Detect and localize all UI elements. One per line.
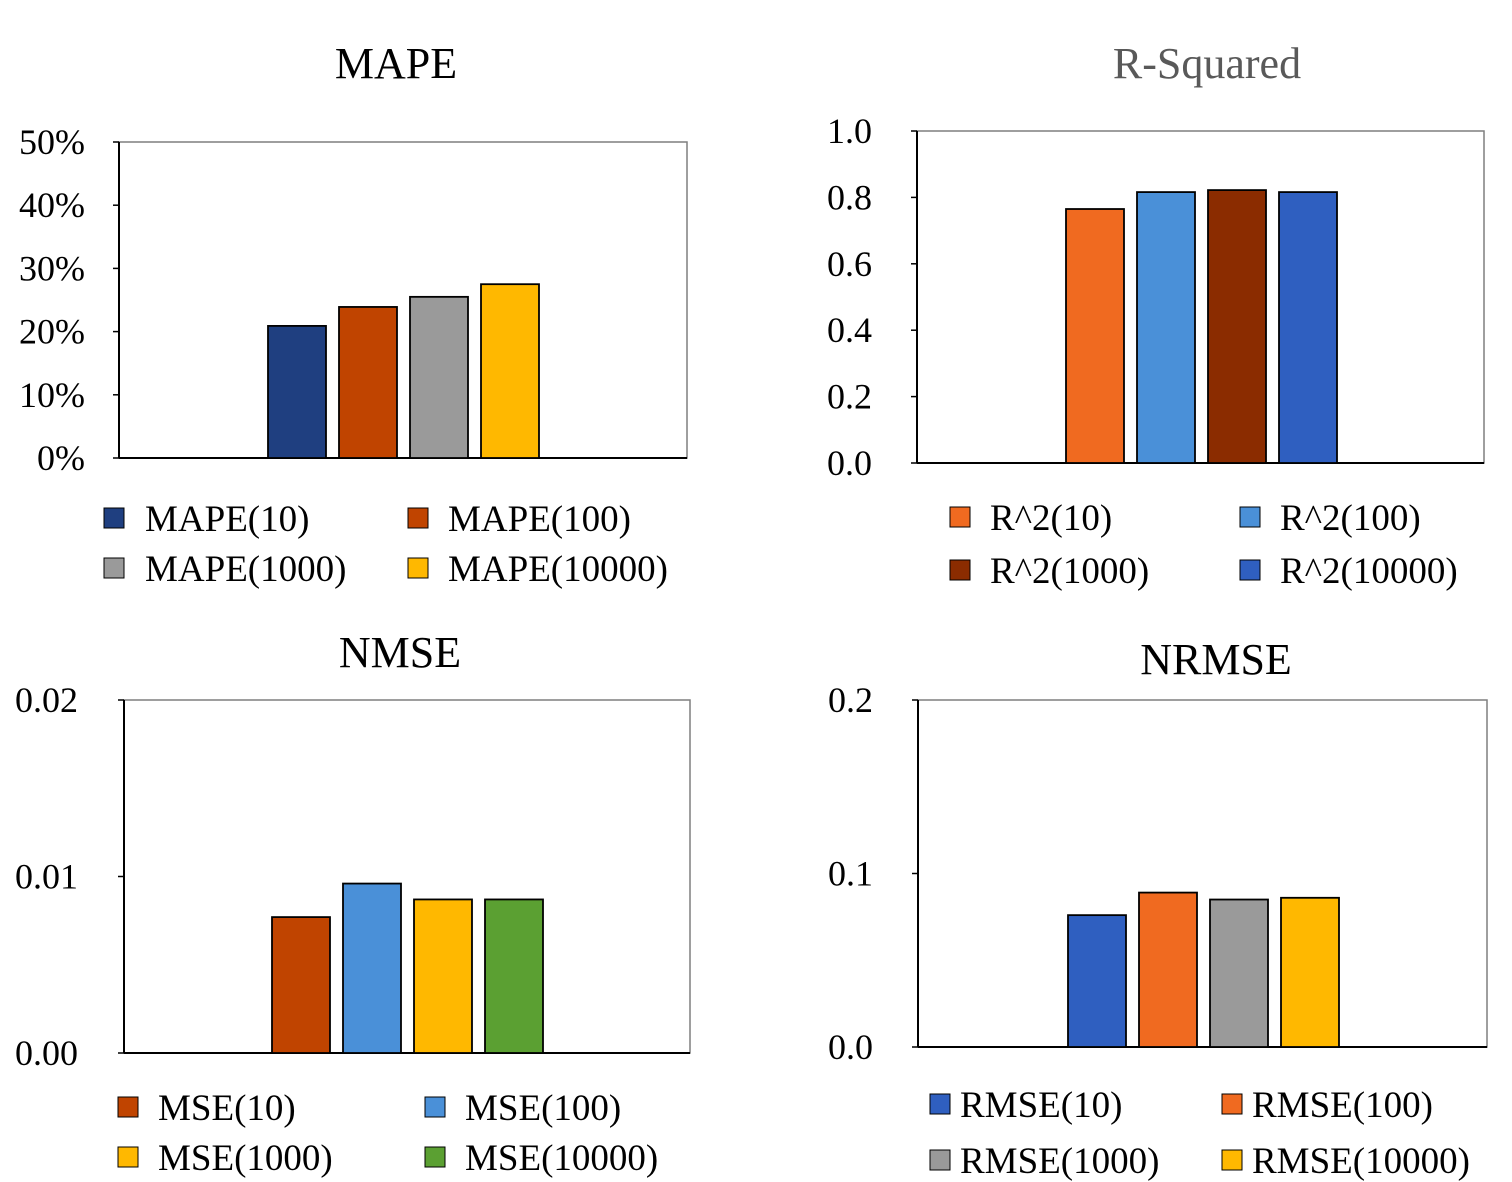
legend-label: MSE(100) — [465, 1088, 621, 1129]
legend-label: R^2(10000) — [1280, 551, 1458, 592]
y-tick-label: 0.0 — [828, 1027, 873, 1067]
y-tick-label: 10% — [19, 375, 85, 415]
y-tick-label: 0.6 — [827, 244, 872, 284]
bar-MSE(10) — [271, 916, 331, 1054]
legend-label: MAPE(10) — [145, 499, 309, 540]
legend-label: RMSE(100) — [1252, 1085, 1433, 1126]
legend-swatch — [424, 1096, 446, 1118]
legend-swatch — [949, 559, 971, 581]
legend-swatch — [424, 1146, 446, 1168]
y-tick-label: 1.0 — [827, 111, 872, 151]
bar-MAPE(1000) — [409, 295, 469, 459]
plot-area — [917, 699, 1488, 1048]
legend-label: R^2(100) — [1280, 498, 1421, 539]
bar-RMSE(100) — [1138, 891, 1198, 1048]
legend-label: R^2(1000) — [990, 551, 1149, 592]
legend-label: MAPE(10000) — [448, 549, 668, 590]
chart-panel-3: NRMSE 0.0 0.1 0.2 RMSE(10) RMSE(100) RMSE(1000… — [828, 635, 1488, 1182]
y-tick-label: 0.0 — [827, 443, 872, 483]
bar-RMSE(10000) — [1280, 896, 1340, 1048]
bar-R^2(1000) — [1207, 189, 1267, 464]
bar-R^2(10000) — [1278, 191, 1338, 464]
legend-swatch — [117, 1096, 139, 1118]
y-tick-label: 0.2 — [827, 377, 872, 417]
y-tick-label: 0.00 — [15, 1033, 78, 1073]
legend-swatch — [117, 1146, 139, 1168]
chart-title: NMSE — [339, 628, 461, 677]
chart-panel-0: MAPE 0% 10% 20% 30% 40% 50% MAPE(10) MAPE(100) MA… — [19, 39, 688, 590]
y-tick-label: 30% — [19, 248, 85, 288]
legend-label: MSE(1000) — [158, 1138, 333, 1179]
y-tick-label: 0.01 — [15, 857, 78, 897]
bar-MAPE(100) — [338, 306, 398, 459]
legend-swatch — [407, 507, 429, 529]
legend-swatch — [929, 1093, 951, 1115]
bar-MAPE(10) — [267, 325, 327, 459]
legend-label: MAPE(1000) — [145, 549, 346, 590]
chart-title: R-Squared — [1113, 39, 1301, 88]
legend-swatch — [949, 506, 971, 528]
legend-swatch — [1221, 1093, 1243, 1115]
legend-swatch — [929, 1149, 951, 1171]
y-tick-label: 0.02 — [15, 680, 78, 720]
chart-title: NRMSE — [1140, 635, 1292, 684]
bar-MSE(10000) — [484, 898, 544, 1054]
bar-R^2(100) — [1136, 191, 1196, 464]
y-tick-label: 20% — [19, 312, 85, 352]
bar-RMSE(1000) — [1209, 898, 1269, 1048]
legend-label: RMSE(10000) — [1252, 1141, 1470, 1182]
y-tick-label: 0% — [37, 438, 85, 478]
bar-MSE(1000) — [413, 898, 473, 1054]
legend-swatch — [103, 557, 125, 579]
plot-area — [118, 141, 688, 459]
bar-MSE(100) — [342, 882, 402, 1054]
legend-label: R^2(10) — [990, 498, 1112, 539]
legend-label: RMSE(1000) — [960, 1141, 1159, 1182]
legend-swatch — [1239, 559, 1261, 581]
y-tick-label: 0.1 — [828, 854, 873, 894]
chart-title: MAPE — [335, 39, 457, 88]
bar-R^2(10) — [1065, 208, 1125, 464]
y-tick-label: 40% — [19, 185, 85, 225]
plot-area — [123, 699, 691, 1054]
legend-label: MSE(10000) — [465, 1138, 658, 1179]
legend-swatch — [103, 507, 125, 529]
y-tick-label: 0.2 — [828, 680, 873, 720]
y-tick-label: 0.4 — [827, 310, 872, 350]
legend-swatch — [1221, 1149, 1243, 1171]
chart-panel-1: R-Squared 0.0 0.2 0.4 0.6 0.8 1.0 R^2(10) R^2(10… — [827, 39, 1485, 592]
y-tick-label: 50% — [19, 122, 85, 162]
legend-label: MAPE(100) — [448, 499, 631, 540]
legend-label: MSE(10) — [158, 1088, 296, 1129]
y-tick-label: 0.8 — [827, 177, 872, 217]
bar-RMSE(10) — [1067, 914, 1127, 1048]
plot-area — [916, 130, 1485, 464]
legend-swatch — [407, 557, 429, 579]
bar-MAPE(10000) — [480, 283, 540, 459]
chart-panel-2: NMSE 0.00 0.01 0.02 MSE(10) MSE(100) MSE(1000)… — [15, 628, 691, 1179]
legend-swatch — [1239, 506, 1261, 528]
legend-label: RMSE(10) — [960, 1085, 1122, 1126]
